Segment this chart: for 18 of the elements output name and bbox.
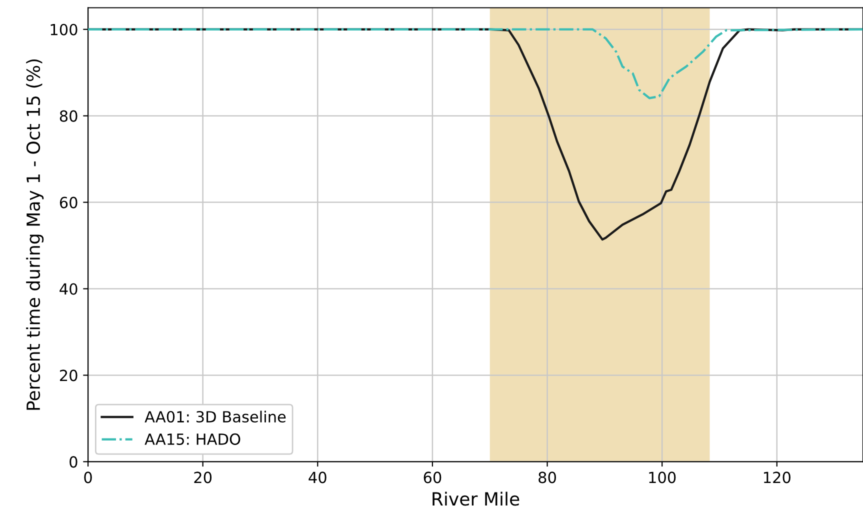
y-tick-label: 40	[60, 283, 78, 295]
line-series	[88, 28, 863, 100]
y-axis-title: Percent time during May 1 - Oct 15 (%)	[26, 59, 44, 410]
x-axis-title: River Mile	[432, 492, 520, 506]
y-tick-label: 80	[60, 110, 78, 122]
x-tick-label: 60	[424, 472, 442, 484]
y-tick-label: 20	[60, 370, 78, 382]
x-tick-label: 0	[84, 472, 92, 484]
legend-label: AA01: 3D Baseline	[144, 410, 286, 423]
x-tick-label: 80	[538, 472, 556, 484]
y-tick-label: 60	[60, 196, 78, 208]
y-tick-label: 0	[70, 456, 78, 468]
x-tick-label: 100	[649, 472, 676, 484]
x-tick-label: 120	[764, 472, 790, 484]
x-tick-label: 40	[308, 472, 326, 484]
x-tick-label: 20	[194, 472, 212, 484]
legend-label: AA15: HADO	[144, 433, 240, 445]
y-tick-label: 100	[50, 24, 78, 36]
